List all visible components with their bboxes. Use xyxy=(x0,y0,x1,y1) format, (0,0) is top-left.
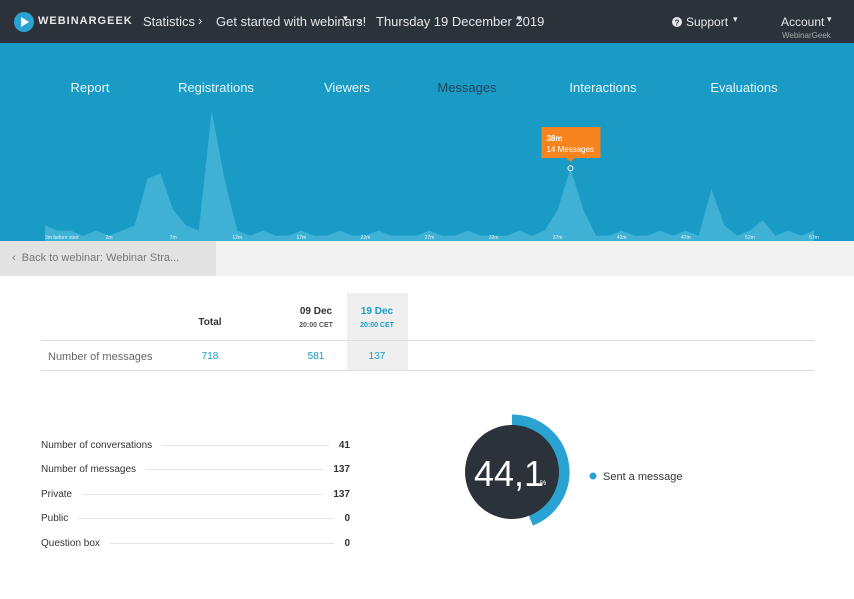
tooltip-arrow xyxy=(566,158,574,162)
stat-row: Private 137 xyxy=(41,487,350,501)
leader-line xyxy=(82,494,323,495)
stat-value: 137 xyxy=(333,464,350,475)
stat-value: 0 xyxy=(344,538,350,549)
column-header: Total xyxy=(198,317,221,328)
tooltip-title: 38m xyxy=(546,134,562,143)
column-sub: 20:00 CET xyxy=(360,322,394,329)
message-chart: 3m before start2m7m12m17m22m27m32m37m42m… xyxy=(0,0,854,245)
leader-line xyxy=(110,543,335,544)
back-link-text: Back to webinar: Webinar Stra... xyxy=(22,252,180,264)
column-header: 09 Dec xyxy=(300,306,332,317)
stat-value: 41 xyxy=(339,440,350,451)
stat-row: Number of messages 137 xyxy=(41,463,350,477)
stat-value: 0 xyxy=(344,513,350,524)
column-header: 19 Dec xyxy=(361,306,393,317)
table-rule xyxy=(41,340,814,341)
stat-label: Number of conversations xyxy=(41,440,152,451)
table-rule xyxy=(41,370,814,371)
stat-label: Number of messages xyxy=(41,464,136,475)
stat-label: Private xyxy=(41,489,72,500)
cell: 581 xyxy=(308,351,325,362)
donut-chart: 44,1% Sent a message xyxy=(440,400,740,545)
column-sub: 20:00 CET xyxy=(299,322,333,329)
leader-line xyxy=(146,469,323,470)
legend-label: Sent a message xyxy=(603,471,683,483)
stat-value: 137 xyxy=(333,489,350,500)
stat-row: Number of conversations 41 xyxy=(41,438,350,452)
donut-unit: % xyxy=(540,480,546,487)
donut-value: 44,1 xyxy=(474,453,544,494)
legend-dot xyxy=(590,473,597,480)
back-link[interactable]: ‹Back to webinar: Webinar Stra... xyxy=(0,241,216,276)
stat-row: Public 0 xyxy=(41,512,350,526)
marker xyxy=(568,166,573,171)
leader-line xyxy=(78,518,334,519)
cell: 718 xyxy=(202,351,219,362)
stat-label: Public xyxy=(41,513,68,524)
area xyxy=(45,111,814,241)
stat-label: Question box xyxy=(41,538,100,549)
row-label: Number of messages xyxy=(48,351,153,363)
cell: 137 xyxy=(369,351,386,362)
stat-row: Question box 0 xyxy=(41,536,350,550)
leader-line xyxy=(162,445,329,446)
toolbar xyxy=(216,241,854,276)
tooltip-value: 14 Messages xyxy=(546,145,594,154)
